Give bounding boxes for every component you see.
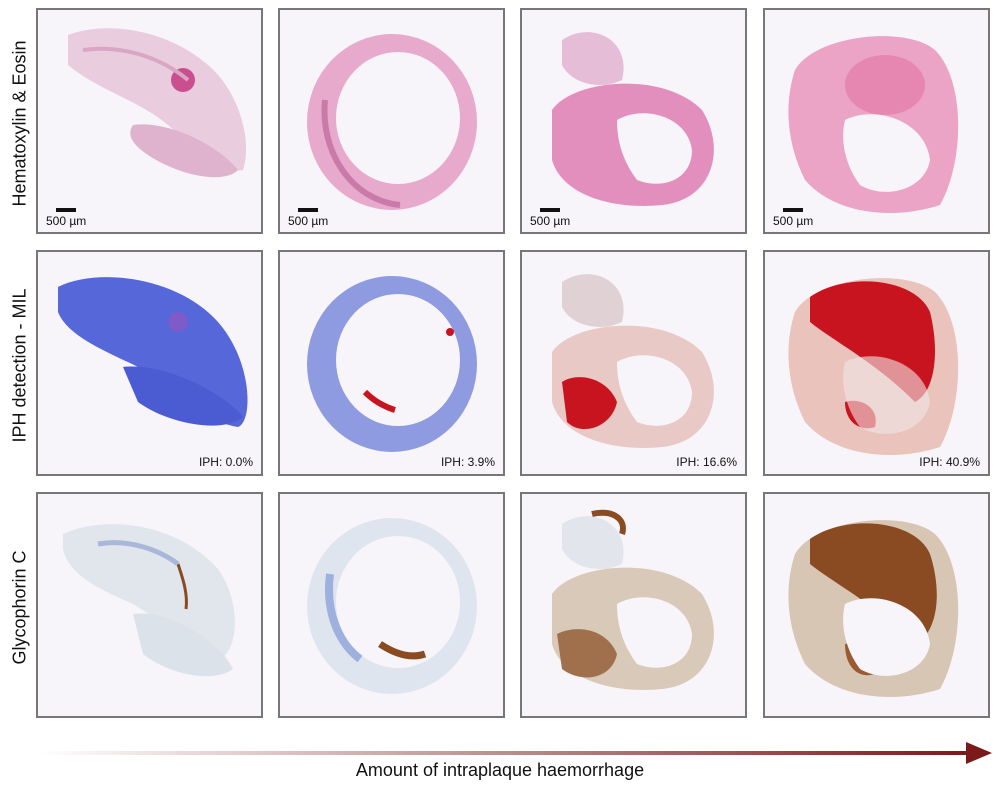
gly-tissue-4 [788, 520, 959, 697]
mil-panel-1: IPH: 0.0% [36, 250, 263, 476]
intraplaque-haemorrhage-arrow [38, 742, 992, 764]
gly-panel-2 [278, 492, 505, 718]
he-panel-4: 500 µm [763, 8, 990, 234]
row-label-glycophorin: Glycophorin C [0, 494, 40, 720]
mil-heatmap-2 [307, 276, 477, 452]
he-tissue-2 [307, 34, 477, 210]
he-tissue-1 [68, 28, 247, 178]
mil-panel-2: IPH: 3.9% [278, 250, 505, 476]
x-axis-label: Amount of intraplaque haemorrhage [355, 760, 645, 780]
scale-bar-4: 500 µm [773, 208, 813, 228]
row-label-mil: IPH detection - MIL [0, 252, 40, 478]
mil-panel-4: IPH: 40.9% [763, 250, 990, 476]
row-label-glycophorin-text: Glycophorin C [9, 549, 30, 665]
gly-panel-1 [36, 492, 263, 718]
gly-tissue-1 [63, 524, 235, 677]
row-label-he-text: Hematoxylin & Eosin [9, 39, 30, 207]
gly-panel-3 [520, 492, 747, 718]
he-panel-1: 500 µm [36, 8, 263, 234]
scale-bar-2: 500 µm [288, 208, 328, 228]
gly-tissue-2 [307, 518, 477, 694]
gly-panel-4 [763, 492, 990, 718]
scale-bar-1: 500 µm [46, 208, 86, 228]
mil-panel-3: IPH: 16.6% [520, 250, 747, 476]
gly-tissue-3 [552, 509, 714, 690]
mil-heatmap-1 [58, 277, 248, 427]
mil-heatmap-4 [788, 278, 959, 455]
he-tissue-3 [552, 32, 714, 206]
row-label-mil-text: IPH detection - MIL [9, 287, 30, 443]
iph-value-3: IPH: 16.6% [676, 455, 737, 469]
iph-value-4: IPH: 40.9% [919, 455, 980, 469]
row-label-he: Hematoxylin & Eosin [0, 10, 40, 236]
he-tissue-4 [788, 36, 959, 213]
iph-value-2: IPH: 3.9% [440, 455, 495, 469]
he-panel-2: 500 µm [278, 8, 505, 234]
he-panel-3: 500 µm [520, 8, 747, 234]
mil-heatmap-3 [552, 274, 714, 448]
scale-bar-3: 500 µm [530, 208, 570, 228]
iph-value-1: IPH: 0.0% [198, 455, 253, 469]
